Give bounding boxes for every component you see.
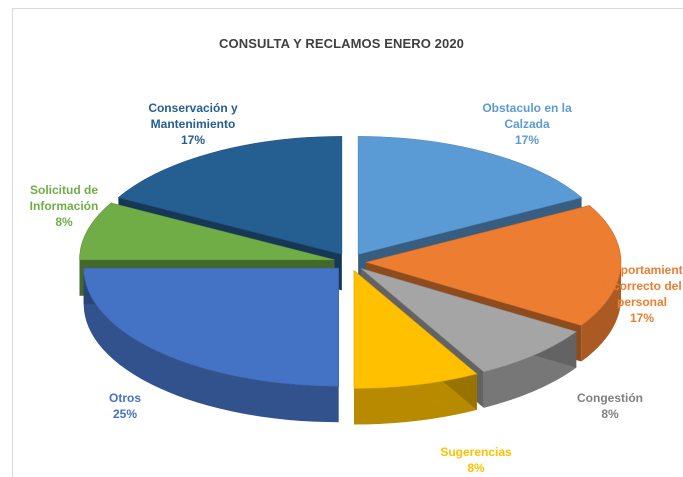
slice-label-name: Solicitud de Información (29, 183, 99, 213)
slice-label-percent: 8% (467, 461, 485, 475)
pie-slice-otros (83, 267, 339, 423)
pie-slice-top (353, 269, 478, 389)
slice-label-percent: 17% (629, 311, 655, 325)
pie-slice-top (117, 136, 343, 255)
slice-label: Comportamiento incorrecto del personal 17… (582, 262, 683, 326)
pie-slice-side (353, 373, 477, 425)
slice-label-name: Conservación y Mantenimiento (148, 101, 238, 131)
slice-label: Congestión 8% (545, 390, 675, 422)
slice-label: Obstaculo en la Calzada 17% (462, 100, 592, 148)
pie-slice-side (83, 268, 339, 423)
slice-label-percent: 25% (112, 407, 138, 421)
slice-label-percent: 17% (514, 133, 540, 147)
pie-slice-side (581, 262, 621, 362)
pie-slice-top (83, 267, 339, 387)
chart-border-top (12, 8, 683, 9)
pie-slice-top (360, 268, 577, 373)
slice-label-name: Otros (108, 391, 141, 405)
slice-label: Sugerencias 8% (411, 444, 541, 476)
chart-title: CONSULTA Y RECLAMOS ENERO 2020 (219, 36, 464, 51)
pie-slice-top (79, 202, 335, 261)
pie-slice-top (364, 205, 622, 326)
slice-label: Conservación y Mantenimiento 17% (128, 100, 258, 148)
slice-label-name: Comportamiento incorrecto del personal (594, 263, 683, 309)
slice-label-name: Obstaculo en la Calzada (482, 101, 572, 131)
slice-label: Otros 25% (60, 390, 190, 422)
slice-label-percent: 17% (180, 133, 206, 147)
pie-slice-sugerencias (353, 269, 478, 425)
slice-label-name: Sugerencias (440, 445, 512, 459)
slice-label-name: Congestión (577, 391, 643, 405)
pie-slice-top (357, 136, 583, 255)
slice-label-percent: 8% (601, 407, 619, 421)
chart-border-left (12, 8, 13, 477)
slice-label: Solicitud de Información 8% (0, 182, 129, 230)
slice-label-percent: 8% (55, 215, 73, 229)
